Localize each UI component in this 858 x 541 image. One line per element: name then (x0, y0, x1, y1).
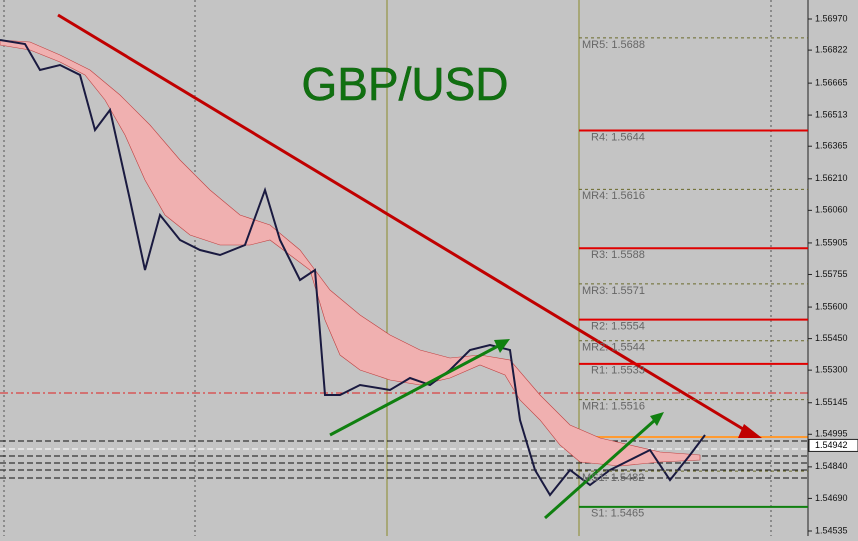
pivot-label: MR3: 1.5571 (582, 285, 645, 297)
price-tick-label: 1.55145 (815, 397, 848, 407)
arrow-head (494, 339, 510, 353)
arrow-head (738, 424, 762, 438)
price-tick-label: 1.56970 (815, 13, 848, 23)
pivot-label: MR1: 1.5516 (582, 400, 645, 412)
price-tick-label: 1.54840 (815, 461, 848, 471)
pivot-label: MR2: 1.5544 (582, 342, 645, 354)
pivot-label: R3: 1.5588 (591, 249, 645, 261)
price-tick-label: 1.56822 (815, 44, 848, 54)
pivot-label: R1: 1.5533 (591, 365, 645, 377)
price-tick-label: 1.55450 (815, 333, 848, 343)
arrow-head (650, 412, 664, 426)
trend-line (329, 343, 501, 437)
trend-line (57, 13, 749, 434)
price-tick-label: 1.56210 (815, 173, 848, 183)
pivot-label: MR5: 1.5688 (582, 39, 645, 51)
pivot-label: R2: 1.5554 (591, 321, 645, 333)
current-price-label: 1.54942 (815, 440, 848, 450)
price-tick-label: 1.55300 (815, 365, 848, 375)
price-tick-label: 1.55905 (815, 237, 848, 247)
price-tick-label: 1.54535 (815, 525, 848, 535)
pivot-label: MS1: 1.5482 (582, 472, 644, 484)
price-tick-label: 1.56665 (815, 78, 848, 88)
cloud (0, 39, 701, 467)
price-line (0, 39, 706, 497)
price-tick-label: 1.55755 (815, 269, 848, 279)
price-tick-label: 1.56513 (815, 109, 848, 119)
price-tick-label: 1.54690 (815, 493, 848, 503)
pivot-label: R4: 1.5644 (591, 131, 645, 143)
price-tick-label: 1.56365 (815, 141, 848, 151)
price-tick-label: 1.54995 (815, 429, 848, 439)
current-price-box (808, 438, 858, 452)
price-tick-label: 1.55600 (815, 301, 848, 311)
pivot-label: MR4: 1.5616 (582, 190, 645, 202)
pivot-label: S1: 1.5465 (591, 508, 644, 520)
chart-title: GBP/USD (301, 58, 508, 110)
price-tick-label: 1.56060 (815, 205, 848, 215)
trend-line (544, 418, 656, 520)
